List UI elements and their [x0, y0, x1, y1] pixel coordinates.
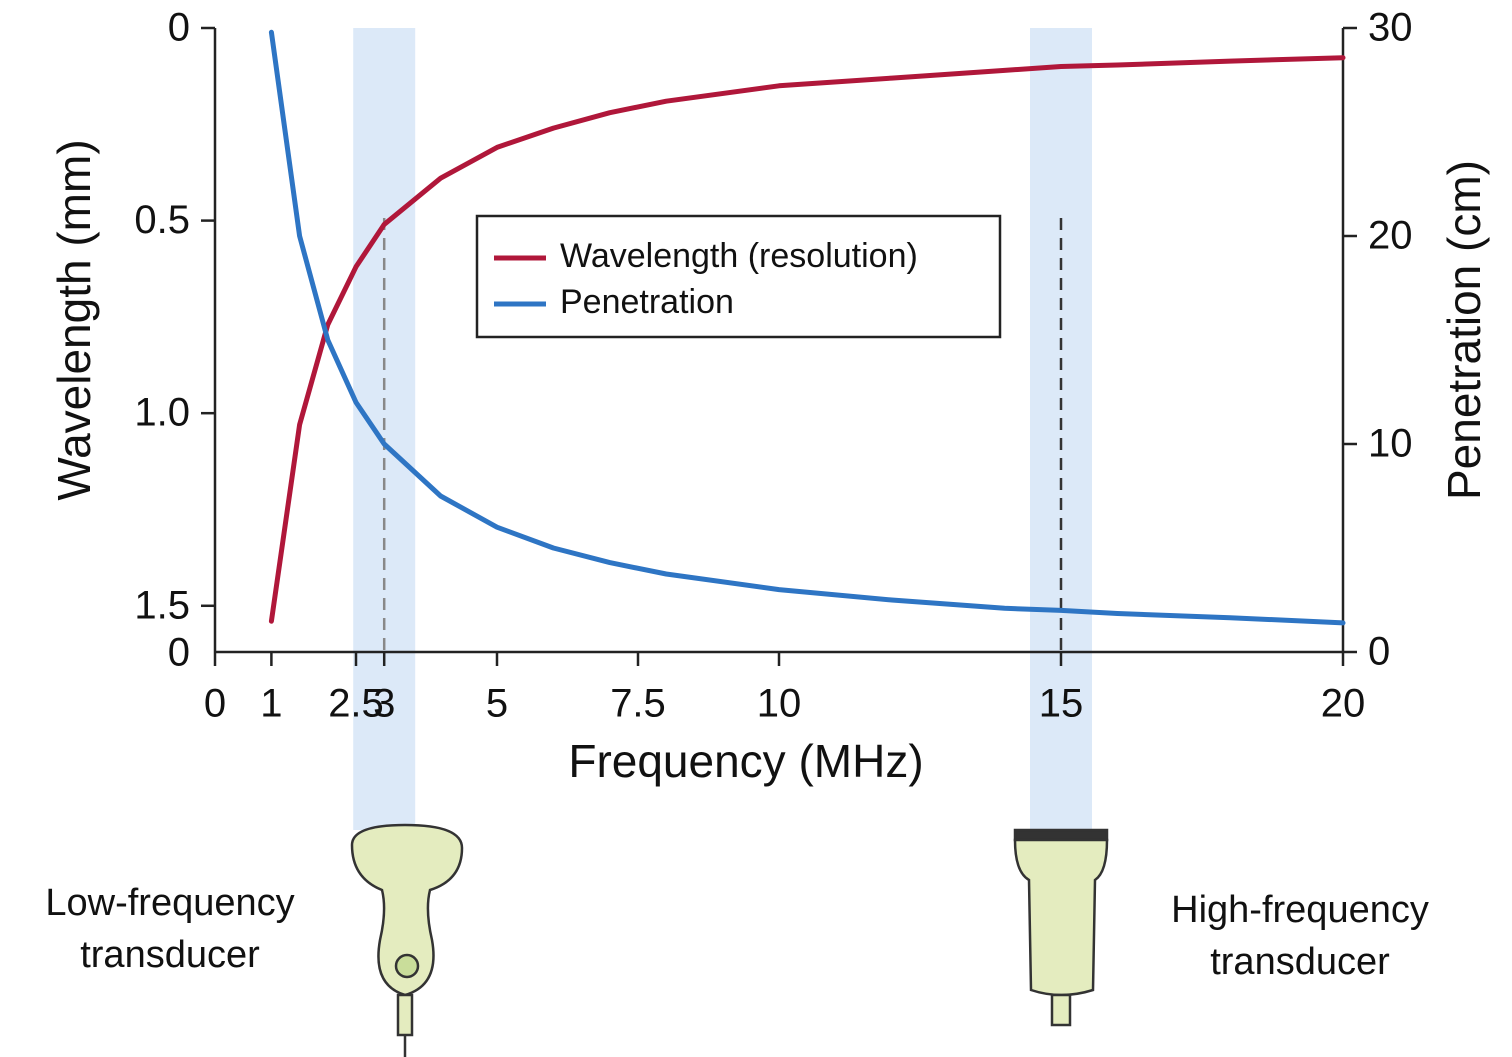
legend-box	[475, 214, 1002, 339]
x-tick-label: 7.5	[610, 682, 666, 726]
annotation: High-frequency	[1171, 889, 1429, 931]
x-tick-label: 20	[1321, 682, 1366, 726]
legend-label: Wavelength (resolution)	[560, 237, 918, 275]
highlight-bands	[353, 28, 1092, 830]
high-frequency-transducer-icon	[1013, 828, 1109, 1027]
x-tick-label: 10	[757, 682, 802, 726]
x-axis-label: Frequency (MHz)	[568, 735, 923, 787]
y-origin-label: 0	[168, 631, 190, 675]
y2-axis-label: Penetration (cm)	[1438, 160, 1490, 500]
annotation: transducer	[1210, 941, 1390, 983]
low-frequency-transducer-icon	[350, 823, 464, 1057]
series-line	[268, 29, 1346, 626]
x-tick-label: 0	[204, 682, 226, 726]
y2-tick-label: 20	[1368, 214, 1413, 258]
annotation: transducer	[80, 934, 260, 976]
x-tick-label: 2.5	[328, 682, 384, 726]
x-tick-label: 1	[260, 682, 282, 726]
y2-tick-label: 10	[1368, 422, 1413, 466]
x-tick-label: 3	[373, 682, 395, 726]
y-axis-label: Wavelength (mm)	[48, 139, 100, 500]
y-tick-label: 1.5	[134, 583, 190, 627]
x-tick-label: 15	[1039, 682, 1084, 726]
legend: Wavelength (resolution) Penetration	[475, 214, 1002, 339]
y2-tick-label: 30	[1368, 6, 1413, 50]
y-tick-label: 0	[168, 6, 190, 50]
legend-label: Penetration	[560, 283, 734, 321]
series-line	[268, 55, 1346, 624]
y-tick-label: 0.5	[134, 198, 190, 242]
annotation: Low-frequency	[45, 882, 294, 924]
y-tick-label: 1.0	[134, 391, 190, 435]
y2-tick-label: 0	[1368, 630, 1390, 674]
x-tick-label: 5	[486, 682, 508, 726]
